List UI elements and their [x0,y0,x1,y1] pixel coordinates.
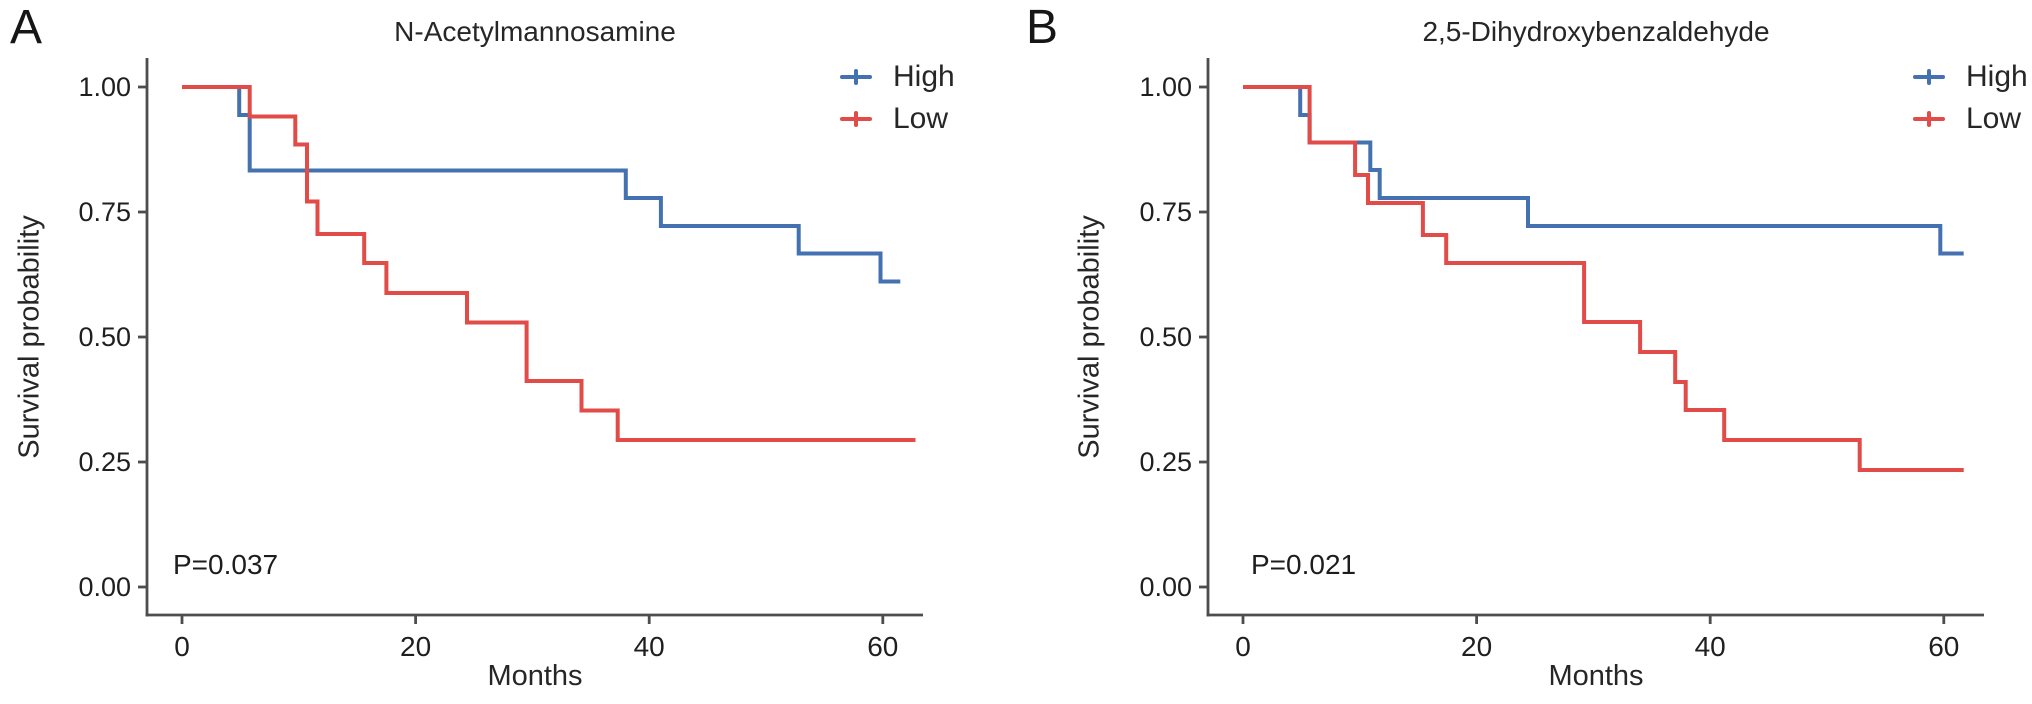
x-tick-label: 60 [1928,631,1959,662]
km-curve-low [1243,85,1964,472]
km-curve-high [1243,85,1964,256]
legend-item-low: Low [840,98,955,140]
x-tick-label: 40 [634,631,665,662]
y-tick-label: 0.75 [1139,197,1192,227]
y-tick-label: 0.75 [78,197,131,227]
x-tick-label: 0 [174,631,190,662]
legend-label-high: High [1966,60,2028,93]
x-tick-label: 40 [1695,631,1726,662]
y-tick-label: 0.00 [78,572,131,602]
legend-label-low: Low [893,102,949,135]
panel-b-x-axis-title: Months [1548,660,1644,692]
panel-b-p-value: P=0.021 [1251,549,1357,580]
km-curve-low [182,85,916,442]
x-tick-label: 60 [867,631,898,662]
x-tick-label: 20 [1461,631,1492,662]
legend-item-high: High [1913,56,2028,98]
panel-a-title: N-Acetylmannosamine [394,16,676,47]
legend-item-low: Low [1913,98,2028,140]
y-tick-label: 0.50 [1139,322,1192,352]
y-tick-label: 1.00 [1139,72,1192,102]
panel-a-legend: High Low [840,56,955,140]
legend-label-low: Low [1966,102,2022,135]
panel-a-x-axis-title: Months [487,660,583,692]
panel-a-km-plot: 1.00 0.75 0.50 0.25 0.00 0 20 40 60 [78,58,923,662]
censor-plus-marker-icon [840,108,872,130]
panel-b-letter: B [1026,1,1059,54]
legend-label-high: High [893,60,955,93]
y-tick-label: 0.50 [78,322,131,352]
panel-b-title: 2,5-Dihydroxybenzaldehyde [1422,16,1770,47]
y-tick-label: 0.00 [1139,572,1192,602]
panel-b: B 2,5-Dihydroxybenzaldehyde Survival pro… [1016,0,2032,704]
y-tick-label: 1.00 [78,72,131,102]
km-curve-high [182,85,901,284]
panel-b-legend: High Low [1913,56,2028,140]
censor-plus-marker-icon [1913,66,1945,88]
y-tick-label: 0.25 [1139,447,1192,477]
panel-a-p-value: P=0.037 [173,549,279,580]
panel-b-km-plot: 1.00 0.75 0.50 0.25 0.00 0 20 40 60 [1139,58,1984,662]
y-tick-label: 0.25 [78,447,131,477]
legend-item-high: High [840,56,955,98]
x-tick-label: 0 [1235,631,1251,662]
censor-plus-marker-icon [840,66,872,88]
panel-a-letter: A [10,1,43,54]
x-tick-label: 20 [400,631,431,662]
censor-plus-marker-icon [1913,108,1945,130]
panel-a: A N-Acetylmannosamine Survival probabili… [10,1,955,692]
